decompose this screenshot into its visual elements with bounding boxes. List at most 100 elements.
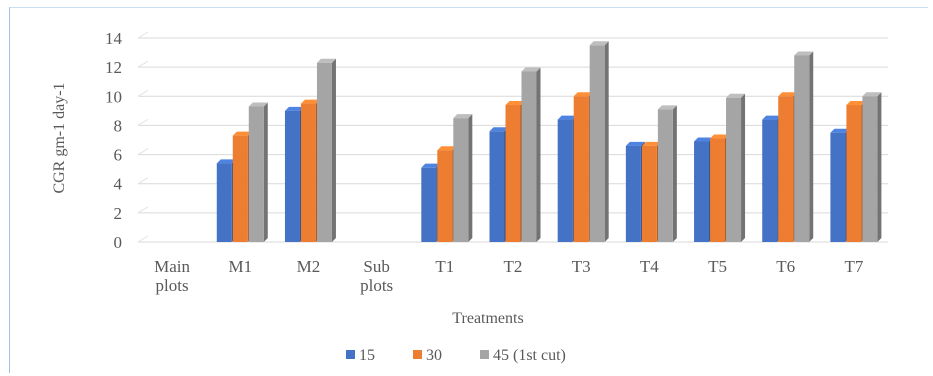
bar-5-2: [521, 67, 541, 242]
bar-top: [778, 92, 798, 97]
x-category-label: T5: [708, 257, 727, 276]
gridline-depth: [137, 60, 149, 68]
bar-4-2: [453, 114, 473, 242]
bar-top: [694, 137, 714, 142]
bar-side: [331, 58, 336, 243]
bar-side: [468, 114, 473, 242]
bar-top: [248, 102, 268, 107]
gridline-depth: [137, 89, 149, 97]
x-axis-categories: Main plots M1 M2 Sub plots T1 T2 T3 T4 T5 T6 T7: [154, 257, 864, 295]
legend-swatch: [346, 350, 355, 359]
bar-side: [263, 102, 268, 242]
bar-top: [300, 99, 320, 104]
bar-front: [216, 163, 232, 242]
bar-side: [809, 51, 814, 242]
bar-front: [726, 97, 742, 242]
bar-front: [830, 132, 846, 242]
bar-9-2: [794, 51, 814, 242]
bar-2-2: [316, 58, 336, 243]
bar-front: [521, 71, 537, 242]
bar-top: [710, 134, 730, 139]
bar-top: [216, 159, 236, 164]
bar-8-2: [726, 93, 746, 242]
bar-front: [300, 103, 316, 242]
x-category-label: T6: [776, 257, 795, 276]
bar-top: [453, 114, 473, 119]
bar-6-2: [589, 41, 609, 243]
bar-front: [778, 96, 794, 243]
bar-front: [573, 96, 589, 243]
bar-top: [421, 163, 441, 168]
y-tick-label: 14: [105, 29, 123, 48]
bar-top: [232, 131, 252, 136]
y-tick-label: 8: [114, 116, 123, 135]
bar-front: [505, 105, 521, 243]
bar-front: [284, 110, 300, 242]
bar-side: [536, 67, 541, 242]
bar-front: [657, 109, 673, 243]
bar-front: [694, 141, 710, 242]
bar-7-2: [657, 105, 677, 243]
y-tick-label: 2: [114, 204, 123, 223]
bar-front: [710, 138, 726, 242]
bar-top: [573, 92, 593, 97]
bars: [216, 41, 882, 243]
bar-top: [762, 115, 782, 120]
x-category-label: T2: [504, 257, 523, 276]
y-tick-label: 6: [114, 146, 123, 165]
bar-top: [437, 146, 457, 151]
bar-top: [830, 128, 850, 133]
gridline-depth: [137, 31, 149, 39]
x-category-label: T1: [435, 257, 454, 276]
legend-label: 15: [359, 347, 375, 364]
bar-top: [589, 41, 609, 46]
gridline-depth: [137, 177, 149, 185]
bar-top: [657, 105, 677, 110]
x-category-label: T7: [844, 257, 863, 276]
legend-swatch: [480, 350, 489, 359]
bar-front: [846, 105, 862, 243]
bar-front: [232, 135, 248, 242]
bar-top: [284, 106, 304, 111]
y-axis-ticks: 0 2 4 6 8 10 12 14: [105, 29, 123, 252]
bar-front: [557, 119, 573, 242]
bar-10-2: [862, 92, 882, 243]
x-category-label: T4: [640, 257, 659, 276]
gridline-depth: [137, 235, 149, 243]
x-category-label: M1: [228, 257, 252, 276]
bar-front: [862, 96, 878, 243]
bar-top: [521, 67, 541, 72]
bar-front: [625, 145, 641, 242]
y-axis-title: CGR gm-1 day-1: [51, 82, 68, 193]
bar-front: [762, 119, 778, 242]
bar-front: [641, 145, 657, 242]
bar-front: [794, 55, 810, 242]
legend-swatch: [413, 350, 422, 359]
bar-top: [489, 127, 509, 132]
bar-front: [589, 45, 605, 243]
y-tick-label: 4: [114, 175, 123, 194]
bar-front: [421, 167, 437, 242]
bar-top: [726, 93, 746, 98]
x-category-label: M2: [297, 257, 321, 276]
bar-front: [316, 62, 332, 243]
bar-side: [741, 93, 746, 242]
legend: 15 30 45 (1st cut): [346, 347, 566, 364]
x-axis-title: Treatments: [452, 310, 523, 327]
gridline-depth: [137, 206, 149, 214]
legend-label: 30: [426, 347, 442, 364]
y-tick-label: 12: [105, 58, 122, 77]
bar-top: [625, 141, 645, 146]
bar-top: [846, 101, 866, 106]
bar-1-2: [248, 102, 268, 242]
bar-side: [672, 105, 677, 243]
chart-frame: [9, 7, 928, 373]
bar-front: [453, 118, 469, 242]
y-tick-label: 10: [105, 87, 122, 106]
bar-side: [877, 92, 882, 243]
legend-label: 45 (1st cut): [493, 347, 566, 364]
bar-top: [862, 92, 882, 97]
x-category-label: Sub plots: [360, 257, 393, 295]
x-category-label: T3: [572, 257, 591, 276]
